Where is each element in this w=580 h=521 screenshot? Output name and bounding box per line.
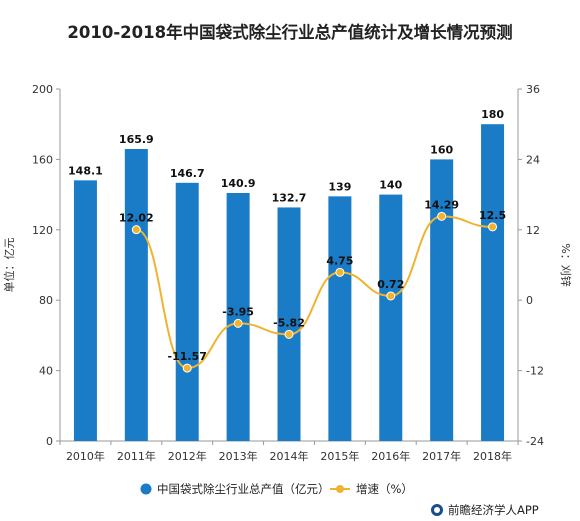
x-tick-label: 2018年 [473,449,512,463]
y2-tick-label: 12 [526,224,540,237]
bar[interactable] [226,193,250,441]
rate-point[interactable] [233,318,243,328]
rate-point[interactable] [386,291,396,301]
bar[interactable] [277,207,301,441]
bar-value-label: 139 [328,180,351,193]
y-tick-label: 200 [32,83,53,96]
rate-value-label: -11.57 [168,350,207,363]
rate-point[interactable] [182,363,192,373]
bar[interactable] [379,194,403,441]
rate-value-label: -3.95 [222,305,254,318]
footer-text: 前瞻经济学人APP [448,503,539,517]
rate-value-label: 12.02 [119,212,154,225]
y2-tick-label: 0 [526,294,533,307]
x-tick-label: 2010年 [66,449,105,463]
bar[interactable] [124,149,148,442]
rate-value-label: 12.5 [479,209,506,222]
rate-point[interactable] [335,267,345,277]
y2-tick-label: 36 [526,83,540,96]
bar-value-label: 180 [481,108,504,121]
bar[interactable] [175,182,199,442]
bar-value-label: 132.7 [272,191,307,204]
rate-point[interactable] [488,222,498,232]
y2-tick-label: -24 [526,435,544,448]
legend-line-marker [336,485,344,493]
y2-tick-label: -12 [526,365,544,378]
bar-series [73,124,505,442]
bar[interactable] [430,159,454,441]
bar[interactable] [73,180,97,441]
bar-value-label: 146.7 [170,167,205,180]
x-tick-label: 2012年 [168,449,207,463]
rate-value-label: 0.72 [377,278,404,291]
x-tick-label: 2013年 [219,449,258,463]
y-tick-label: 0 [46,435,53,448]
rate-series [131,211,498,373]
y2-axis-title: %：刈锌 [559,243,573,286]
y2-tick-label: 24 [526,153,540,166]
chart-title: 2010-2018年中国袋式除尘行业总产值统计及增长情况预测 [67,22,512,42]
y-tick-label: 120 [32,224,53,237]
y-tick-label: 40 [39,365,53,378]
bar[interactable] [481,124,505,441]
rate-point[interactable] [437,211,447,221]
x-tick-label: 2016年 [371,449,410,463]
x-tick-label: 2011年 [117,449,156,463]
rate-point[interactable] [284,329,294,339]
axes: 0 40 80 120 160 200 -24 -12 0 12 24 36 2010年 2011年 201… [32,83,544,463]
rate-value-label: -5.82 [273,316,305,329]
rate-value-label: 4.75 [326,254,353,267]
bar-value-label: 140.9 [221,177,256,190]
y-axis-title: 单位：亿元 [2,238,16,293]
y-tick-label: 80 [39,294,53,307]
legend-label-output: 中国袋式除尘行业总产值（亿元） [157,482,330,496]
bar[interactable] [328,196,352,441]
x-tick-label: 2015年 [320,449,359,463]
legend-item-output[interactable]: 中国袋式除尘行业总产值（亿元） [140,482,330,496]
bar-value-label: 140 [379,179,402,192]
x-tick-label: 2017年 [422,449,461,463]
bar-value-label: 160 [430,143,453,156]
y-tick-label: 160 [32,153,53,166]
bar-value-label: 148.1 [68,164,103,177]
bar-value-label: 165.9 [119,133,154,146]
data-labels: 148.1 165.9 146.7 140.9 132.7 139 140 160 180 12.… [68,108,506,363]
legend-bar-swatch [140,483,152,495]
rate-point[interactable] [131,225,141,235]
legend-label-rate: 增速（%） [356,482,413,496]
footer: 前瞻经济学人APP [431,503,539,517]
rate-value-label: 14.29 [424,198,459,211]
legend-item-rate[interactable]: 增速（%） [330,482,413,496]
legend: 中国袋式除尘行业总产值（亿元） 增速（%） [140,482,413,496]
x-tick-label: 2014年 [270,449,309,463]
